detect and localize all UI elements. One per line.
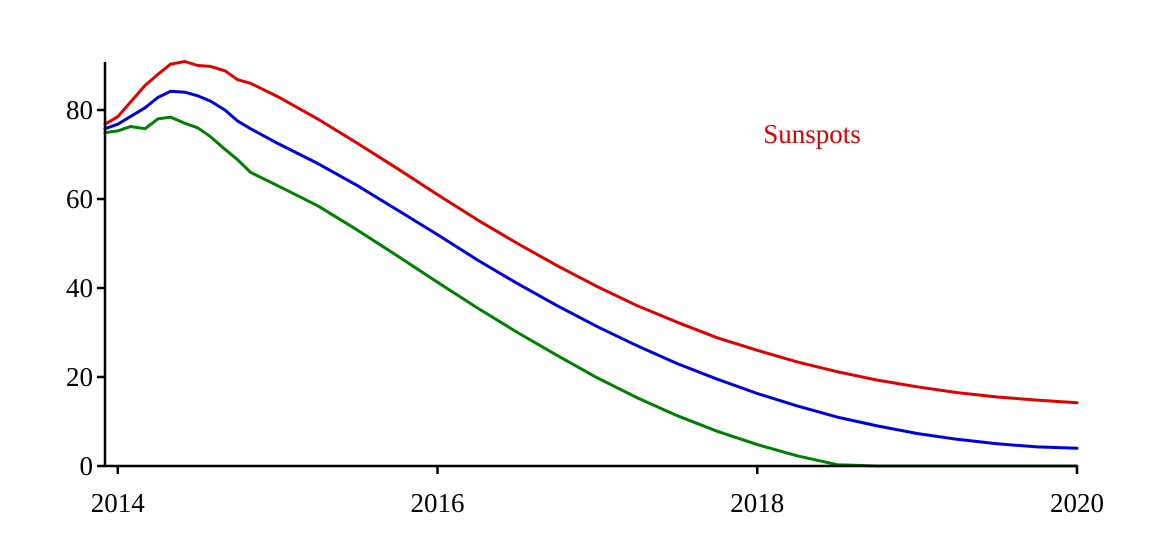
x-tick-label-2020: 2020 — [1050, 488, 1104, 518]
x-tick-label-2016: 2016 — [411, 488, 465, 518]
x-tick-label-2014: 2014 — [91, 488, 146, 518]
y-tick-label-0: 0 — [80, 451, 94, 481]
y-tick-label-80: 80 — [66, 95, 93, 125]
x-tick-label-2018: 2018 — [730, 488, 784, 518]
series-line-1 — [103, 60, 1079, 405]
axes-layer — [103, 62, 1077, 468]
y-tick-label-60: 60 — [66, 184, 93, 214]
series-line-2 — [103, 89, 1079, 450]
ticks-layer: 0 20 40 60 80 2014 2016 2018 2020 — [66, 95, 1104, 518]
series-line-3 — [103, 115, 1079, 468]
y-tick-label-40: 40 — [66, 273, 93, 303]
sunspots-annotation: Sunspots — [763, 119, 861, 149]
y-tick-label-20: 20 — [66, 362, 93, 392]
series-layer — [103, 60, 1079, 468]
